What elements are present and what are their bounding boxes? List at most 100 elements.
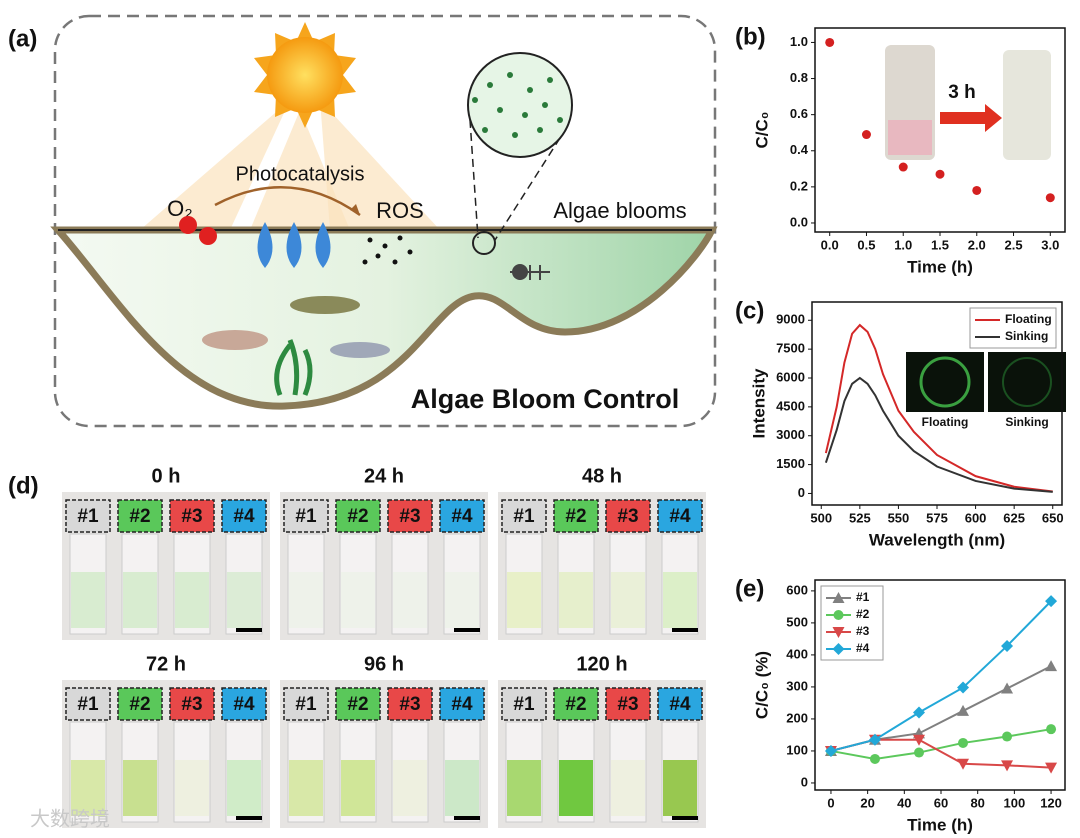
- y-tick-label: 0.4: [790, 142, 809, 157]
- scale-bar: [236, 816, 262, 820]
- tag-label: #4: [233, 694, 255, 715]
- frame: [53, 14, 717, 428]
- marker: [832, 643, 845, 655]
- marker: [1002, 731, 1013, 742]
- y-tick-label: 0: [801, 774, 808, 789]
- y-tick-label: 0: [798, 485, 805, 500]
- vial-liquid: [611, 572, 645, 628]
- x-axis-label: Time (h): [907, 257, 973, 276]
- fish: [330, 342, 390, 358]
- x-tick-label: 550: [888, 510, 910, 525]
- y-axis-label: C/C₀: [752, 112, 771, 149]
- marker: [1045, 595, 1058, 608]
- tag-label: #1: [77, 506, 99, 527]
- marker: [913, 747, 924, 758]
- panel-label: (b): [735, 23, 766, 50]
- vial-liquid: [175, 572, 209, 628]
- y-axis-label: C/C₀ (%): [752, 651, 771, 719]
- line: [830, 738, 1052, 769]
- y-tick-label: 0.0: [790, 214, 808, 229]
- inset-ring: [1002, 357, 1052, 407]
- legend-label: #2: [856, 607, 870, 621]
- sun: [267, 37, 343, 113]
- marker: [833, 610, 844, 620]
- legend-box: [969, 307, 1057, 349]
- scale-bar: [672, 628, 698, 632]
- watermark: 大数跨境: [30, 807, 110, 830]
- tag-label: #1: [295, 506, 317, 527]
- tag: [501, 499, 547, 533]
- annotation: 3 h: [948, 82, 975, 103]
- tag-label: #4: [451, 506, 473, 527]
- vial-liquid: [71, 572, 105, 628]
- tag: [335, 499, 381, 533]
- time-label: 0 h: [152, 465, 181, 487]
- zoom-line: [494, 137, 561, 241]
- time-label: 120 h: [576, 653, 627, 675]
- tag: [65, 499, 111, 533]
- fish: [202, 330, 268, 350]
- inset-photo: [988, 352, 1066, 412]
- tag-label: #1: [513, 694, 535, 715]
- y-tick-label: 9000: [776, 312, 805, 327]
- time-label: 24 h: [364, 465, 404, 487]
- label: ROS: [376, 198, 424, 223]
- point: [898, 162, 908, 172]
- fish: [290, 296, 360, 314]
- y-tick-label: 0.2: [790, 178, 808, 193]
- tag-label: #1: [513, 506, 535, 527]
- tag: [553, 499, 599, 533]
- zoom-circle: [467, 52, 573, 158]
- marker: [957, 704, 970, 716]
- x-tick-label: 0.5: [857, 237, 875, 252]
- vial-liquid: [663, 572, 697, 628]
- tag-label: #3: [399, 694, 420, 715]
- tag-label: #3: [617, 694, 638, 715]
- tag: [117, 499, 163, 533]
- panel-c-inset: [906, 352, 1066, 412]
- time-label: 48 h: [582, 465, 622, 487]
- tag: [283, 687, 329, 721]
- vial-liquid: [227, 760, 261, 816]
- line: [824, 323, 1053, 493]
- light-beam: [140, 100, 290, 230]
- algae-dots: [472, 72, 563, 138]
- vial-liquid: [611, 760, 645, 816]
- marker: [957, 758, 970, 770]
- marker: [1045, 660, 1058, 672]
- tag-label: #1: [77, 694, 99, 715]
- legend-label: #1: [856, 590, 870, 604]
- y-tick-label: 0.8: [790, 70, 808, 85]
- legend-label: #3: [856, 624, 870, 638]
- y-tick-label: 500: [786, 614, 808, 629]
- marker: [912, 734, 925, 746]
- panel-label: (a): [8, 25, 37, 52]
- tag-label: #2: [129, 506, 150, 527]
- y-axis-label: Intensity: [749, 368, 768, 438]
- marker: [1046, 724, 1057, 735]
- scale-bar: [454, 628, 480, 632]
- zoom-spot: [472, 231, 496, 255]
- light-beam: [320, 100, 440, 230]
- y-tick-label: 100: [786, 742, 808, 757]
- tag-label: #2: [565, 506, 586, 527]
- panel-b-inset: [885, 45, 1051, 160]
- inset-label: Sinking: [1005, 415, 1048, 429]
- line: [830, 728, 1052, 760]
- x-tick-label: 1.5: [931, 237, 949, 252]
- tag-label: #3: [181, 506, 202, 527]
- y-tick-label: 3000: [776, 427, 805, 442]
- marker: [957, 681, 970, 694]
- zoom-line: [469, 119, 479, 239]
- tag-label: #2: [347, 694, 368, 715]
- label: Photocatalysis: [236, 163, 365, 185]
- vial-liquid: [559, 760, 593, 816]
- fish-bones: [512, 264, 528, 280]
- y-tick-label: 600: [786, 582, 808, 597]
- x-tick-label: 80: [970, 795, 984, 810]
- scale-bar: [672, 816, 698, 820]
- point: [861, 130, 871, 140]
- scale-bar: [236, 628, 262, 632]
- y-tick-label: 0.6: [790, 106, 808, 121]
